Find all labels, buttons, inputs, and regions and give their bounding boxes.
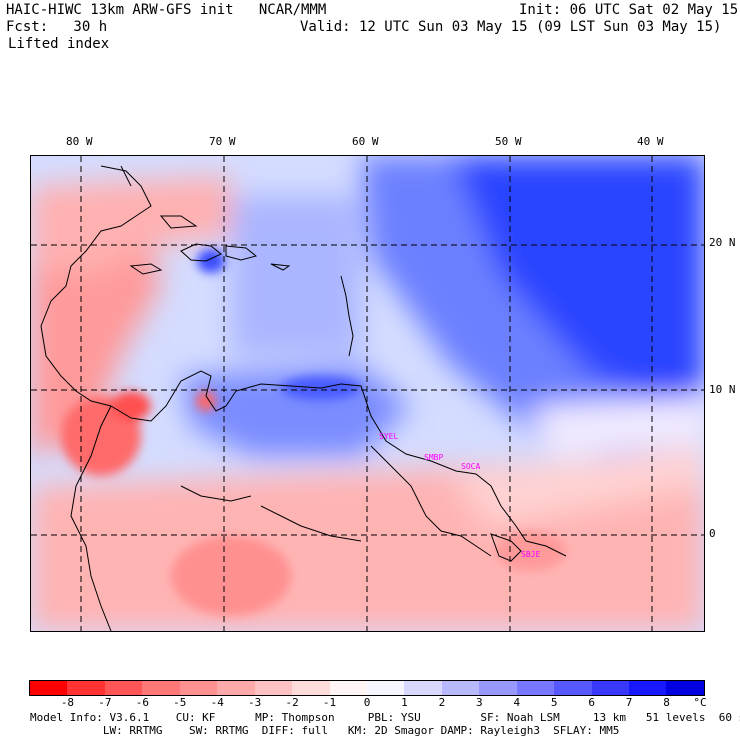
colorbar-tick-label: -1 (322, 696, 337, 709)
header-title: HAIC-HIWC 13km ARW-GFS init NCAR/MMM (6, 2, 327, 18)
lon-label-40w: 40 W (637, 135, 664, 148)
colorbar-tick-label: 8 (663, 696, 670, 709)
colorbar-swatch (629, 681, 667, 695)
colorbar-tick-label: 1 (401, 696, 408, 709)
colorbar-tick-label: -6 (135, 696, 149, 709)
model-info-line2: LW: RRTMG SW: RRTMG DIFF: full KM: 2D Sm… (30, 724, 620, 737)
colorbar-swatch (104, 681, 143, 695)
colorbar-swatch (366, 681, 405, 695)
colorbar-tick-label: 5 (550, 696, 558, 709)
lon-label-70w: 70 W (209, 135, 236, 148)
map-panel: SYEL SMBP SOCA SBJE (30, 155, 705, 632)
colorbar-swatch (292, 681, 330, 695)
colorbar-tick-label: 0 (363, 696, 371, 709)
lon-label-60w: 60 W (352, 135, 379, 148)
colorbar-swatch (179, 681, 218, 695)
valid-time: Valid: 12 UTC Sun 03 May 15 (09 LST Sun … (300, 19, 722, 35)
lifted-index-map (31, 156, 704, 631)
colorbar-swatch (479, 681, 517, 695)
colorbar-unit: °C (693, 696, 707, 709)
colorbar-swatch (666, 681, 704, 695)
lat-label-10n: 10 N (709, 383, 736, 396)
lat-lon-grid (31, 156, 704, 631)
colorbar-swatch (404, 681, 442, 695)
colorbar-tick-label: -2 (285, 696, 299, 709)
colorbar-tick-label: 3 (476, 696, 483, 709)
colorbar-swatch (254, 681, 293, 695)
colorbar-tick-label: -3 (248, 696, 262, 709)
colorbar-swatch (516, 681, 555, 695)
colorbar-tick-label: -7 (98, 696, 112, 709)
colorbar-swatch (67, 681, 105, 695)
coastlines (40, 165, 567, 631)
colorbar-tick-label: 6 (588, 696, 595, 709)
station-syel: SYEL (379, 432, 399, 441)
colorbar-tick-label: -5 (173, 696, 187, 709)
colorbar-swatch (554, 681, 592, 695)
station-smbp: SMBP (424, 453, 444, 462)
colorbar-swatch (142, 681, 180, 695)
colorbar-tick-label: 2 (438, 696, 446, 709)
colorbar-swatch (217, 681, 255, 695)
lat-label-0: 0 (709, 527, 716, 540)
colorbar-tick-label: -8 (60, 696, 75, 709)
colorbar-tick-label: 7 (625, 696, 633, 709)
colorbar-swatch (441, 681, 480, 695)
model-info-line1: Model Info: V3.6.1 CU: KF MP: Thompson P… (30, 711, 740, 724)
colorbar-tick-label: -4 (210, 696, 224, 709)
lat-label-20n: 20 N (709, 236, 736, 249)
colorbar-swatch (329, 681, 367, 695)
field-name: Lifted index (8, 36, 110, 52)
colorbar-swatch (30, 681, 68, 695)
colorbar (29, 680, 705, 696)
station-soca: SOCA (461, 462, 481, 471)
init-time: Init: 06 UTC Sat 02 May 15 (519, 2, 739, 18)
colorbar-tick-label: 4 (513, 696, 521, 709)
lon-label-50w: 50 W (495, 135, 522, 148)
lon-label-80w: 80 W (66, 135, 93, 148)
forecast-hour: Fcst: 30 h (6, 19, 108, 35)
station-sbje: SBJE (521, 550, 541, 559)
colorbar-swatch (591, 681, 629, 695)
